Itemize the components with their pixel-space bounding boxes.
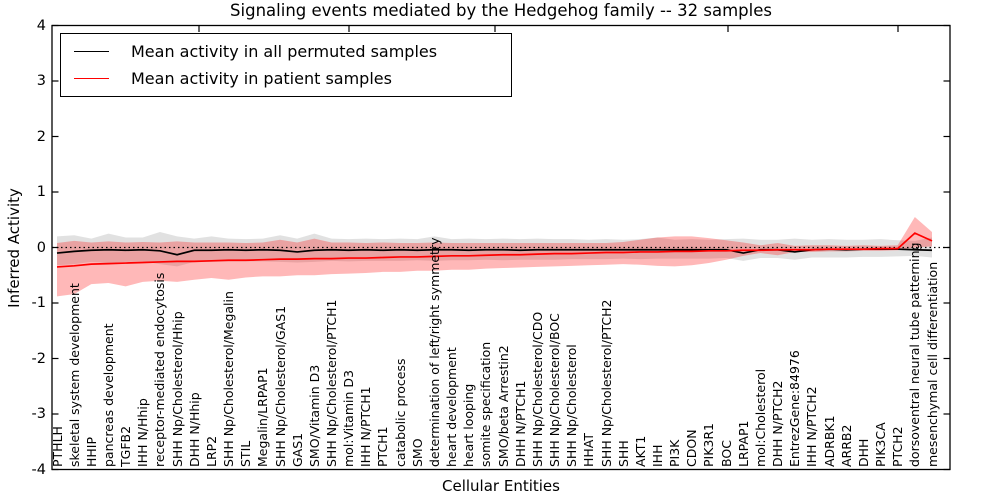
x-tick-label: catabolic process (392, 358, 408, 467)
x-tick-label: determination of left/right symmetry (426, 237, 442, 468)
x-tick-label: SMO/beta Arrestin2 (495, 345, 511, 467)
legend: Mean activity in all permuted samples Me… (60, 33, 512, 97)
x-tick-label: SHH Np/Cholesterol/Megalin (221, 291, 237, 467)
x-tick-label: IHH (649, 444, 665, 468)
x-tick-label: somite specification (478, 341, 494, 467)
x-tick-label: SHH Np/Cholesterol/BOC (547, 313, 563, 467)
legend-item-patient: Mean activity in patient samples (61, 69, 511, 88)
x-tick-label: PTCH1 (375, 426, 391, 467)
x-tick-label: PI3K (667, 439, 683, 467)
y-tick-label: 3 (36, 73, 46, 89)
x-tick-label: STIL (238, 440, 254, 467)
x-tick-label: SHH Np/Cholesterol/PTCH2 (598, 299, 614, 468)
x-tick-label: EntrezGene:84976 (787, 350, 803, 467)
y-tick-label: -1 (31, 295, 46, 311)
x-tick-label: IHH N/PTCH2 (804, 386, 820, 467)
x-tick-label: SHH Np/Cholesterol (564, 344, 580, 467)
x-tick-label: DHH N/Hhip (186, 392, 202, 467)
x-axis-title: Cellular Entities (442, 477, 560, 495)
x-tick-label: pancreas development (100, 323, 116, 467)
x-tick-label: AKT1 (632, 435, 648, 467)
y-tick-label: 4 (36, 17, 46, 34)
y-tick-label: 2 (36, 128, 46, 145)
y-tick-label: -2 (31, 350, 46, 367)
x-tick-label: TGFB2 (118, 425, 134, 467)
chart-title: Signaling events mediated by the Hedgeho… (230, 1, 772, 20)
x-tick-label: PIK3R1 (701, 422, 717, 467)
x-tick-label: SHH Np/Cholesterol/GAS1 (272, 305, 288, 467)
legend-item-permuted: Mean activity in all permuted samples (61, 42, 511, 61)
x-tick-label: CDON (684, 429, 700, 467)
x-tick-label: mol:Cholesterol (752, 368, 768, 467)
x-tick-label: LRP2 (203, 435, 219, 467)
legend-label-patient: Mean activity in patient samples (131, 69, 392, 88)
x-tick-label: SHH Np/Cholesterol/PTCH1 (324, 299, 339, 468)
x-tick-label: heart development (444, 347, 460, 467)
x-tick-label: PTHLH (49, 426, 65, 467)
y-tick-label: -4 (31, 461, 46, 478)
x-tick-label: heart looping (461, 383, 477, 467)
y-tick-label: -3 (31, 406, 46, 422)
x-tick-label: dorsoventral neural tube patterning (907, 242, 923, 468)
x-tick-label: SHH (615, 440, 631, 467)
x-tick-label: SHH Np/Cholesterol/Hhip (169, 311, 185, 467)
x-tick-label: LRPAP1 (735, 420, 751, 467)
x-tick-label: HHIP (83, 436, 99, 467)
x-tick-label: SHH Np/Cholesterol/CDO (529, 311, 545, 467)
y-tick-label: 0 (36, 239, 46, 256)
x-tick-label: IHH N/Hhip (135, 398, 151, 467)
x-tick-label: Megalin/LRPAP1 (255, 367, 271, 467)
x-tick-label: GAS1 (289, 432, 305, 467)
x-tick-label: mol:Vitamin D3 (341, 370, 357, 467)
y-tick-label: 1 (36, 184, 46, 200)
x-tick-label: IHH N/PTCH1 (358, 386, 374, 467)
x-tick-label: DHH N/PTCH1 (512, 380, 528, 467)
x-tick-label: skeletal system development (66, 283, 82, 467)
x-tick-label: HHAT (581, 432, 597, 467)
permuted-line-swatch (74, 51, 109, 52)
legend-label-permuted: Mean activity in all permuted samples (131, 42, 438, 61)
x-tick-label: receptor-mediated endocytosis (152, 272, 168, 467)
x-tick-label: PTCH2 (890, 426, 906, 467)
patient-line-swatch (74, 78, 109, 79)
x-tick-label: DHH (855, 438, 871, 467)
x-tick-label: ARRB2 (838, 424, 854, 467)
x-tick-label: DHH N/PTCH2 (770, 380, 786, 467)
x-tick-label: BOC (718, 440, 734, 467)
x-tick-label: SMO (409, 438, 425, 467)
x-tick-label: mesenchymal cell differentiation (924, 261, 940, 467)
x-tick-label: SMO/Vitamin D3 (306, 364, 322, 467)
x-tick-label: PIK3CA (873, 422, 889, 467)
x-tick-label: ADRBK1 (821, 415, 837, 467)
